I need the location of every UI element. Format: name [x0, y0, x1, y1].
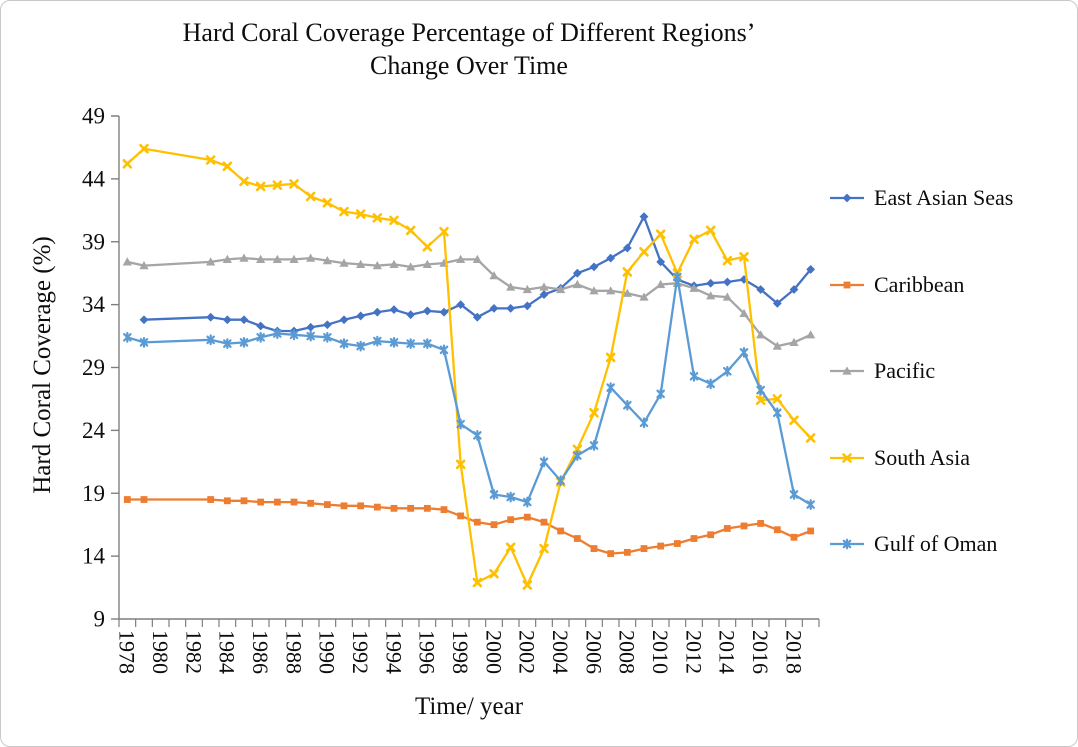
- legend-item-south-asia: South Asia: [829, 445, 970, 471]
- series-caribbean: [123, 496, 815, 558]
- svg-text:2006: 2006: [581, 630, 606, 674]
- svg-text:2002: 2002: [515, 630, 540, 674]
- svg-text:2004: 2004: [548, 630, 573, 674]
- svg-text:2008: 2008: [615, 630, 640, 674]
- svg-text:1986: 1986: [248, 630, 273, 674]
- chart-title-line1: Hard Coral Coverage Percentage of Differ…: [182, 18, 756, 47]
- svg-text:29: 29: [82, 355, 105, 380]
- axes: [118, 116, 819, 620]
- chart-title-line2: Change Over Time: [370, 50, 568, 80]
- series-south-asia: [122, 143, 816, 590]
- svg-text:24: 24: [82, 418, 106, 443]
- legend-marker-south-asia-icon: [830, 453, 864, 463]
- svg-text:1994: 1994: [381, 630, 406, 674]
- x-axis-ticks: 1978 1980 1982 1984 1986 1988 1990 1992 1994 1996…: [115, 619, 820, 674]
- svg-text:44: 44: [82, 166, 106, 191]
- svg-text:1998: 1998: [448, 630, 473, 674]
- legend-marker-caribbean-icon: [830, 281, 864, 289]
- svg-text:34: 34: [82, 292, 106, 317]
- legend-item-pacific: Pacific: [829, 358, 935, 384]
- y-axis-ticks: 9 14 19 24 29 34 39 44 49: [82, 104, 119, 632]
- svg-text:2018: 2018: [781, 630, 806, 674]
- svg-text:14: 14: [82, 544, 106, 569]
- svg-text:49: 49: [82, 104, 105, 129]
- x-axis-title: Time/ year: [414, 693, 524, 720]
- legend-label-pacific: Pacific: [874, 358, 936, 383]
- svg-text:1990: 1990: [315, 630, 340, 674]
- series-east-asian-seas: [139, 212, 816, 336]
- svg-text:19: 19: [82, 481, 105, 506]
- svg-text:2014: 2014: [715, 630, 740, 674]
- legend-label-south-asia: South Asia: [874, 445, 970, 470]
- svg-text:1992: 1992: [348, 630, 373, 674]
- legend-marker-east-asian-seas-icon: [830, 193, 864, 203]
- chart-title: Hard Coral Coverage Percentage of Differ…: [119, 17, 819, 82]
- svg-text:2012: 2012: [681, 630, 706, 674]
- series-gulf-of-oman: [123, 271, 815, 510]
- svg-text:39: 39: [82, 229, 105, 254]
- legend: East Asian Seas Caribbean Pacific South …: [829, 1, 1075, 746]
- svg-text:1980: 1980: [148, 630, 173, 674]
- series-pacific: [122, 253, 816, 350]
- legend-item-gulf-of-oman: Gulf of Oman: [829, 531, 997, 557]
- svg-text:1988: 1988: [281, 630, 306, 674]
- legend-label-east-asian-seas: East Asian Seas: [874, 185, 1014, 210]
- svg-text:1996: 1996: [415, 630, 440, 674]
- legend-item-caribbean: Caribbean: [829, 272, 964, 298]
- svg-text:1982: 1982: [181, 630, 206, 674]
- svg-text:9: 9: [94, 607, 106, 632]
- svg-text:2016: 2016: [748, 630, 773, 674]
- legend-marker-pacific-icon: [830, 366, 864, 375]
- legend-label-gulf-of-oman: Gulf of Oman: [874, 531, 998, 556]
- svg-text:2010: 2010: [648, 630, 673, 674]
- svg-text:1984: 1984: [215, 630, 240, 674]
- legend-marker-gulf-of-oman-icon: [830, 538, 864, 550]
- svg-text:1978: 1978: [115, 630, 140, 674]
- svg-text:2000: 2000: [481, 630, 506, 674]
- legend-label-caribbean: Caribbean: [874, 272, 965, 297]
- legend-item-east-asian-seas: East Asian Seas: [829, 185, 1013, 211]
